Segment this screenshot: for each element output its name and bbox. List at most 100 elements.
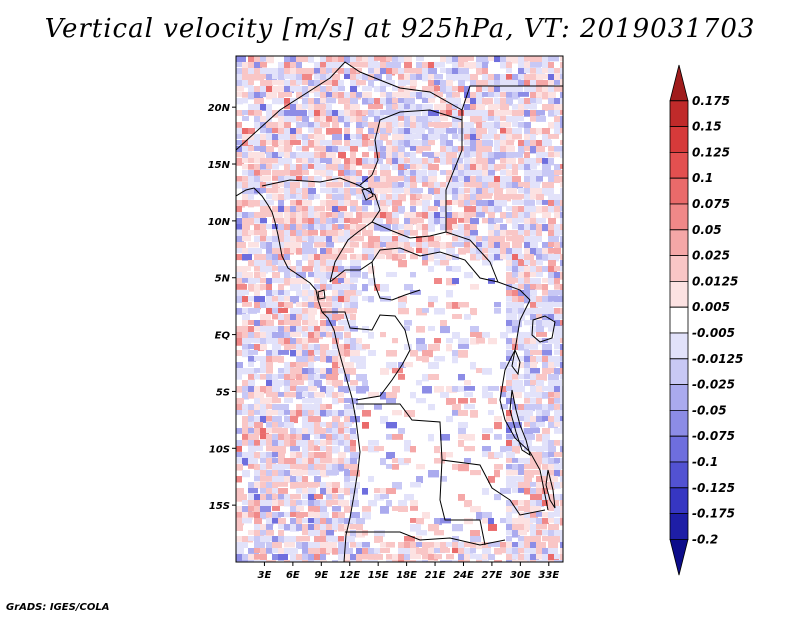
field-cell: [506, 86, 515, 93]
field-cell: [422, 560, 429, 562]
field-cell: [326, 182, 332, 188]
field-cell: [308, 212, 317, 219]
field-cell: [488, 242, 495, 249]
field-cell: [536, 260, 543, 266]
grads-credit: GrADS: IGES/COLA: [6, 602, 110, 613]
field-cell: [404, 188, 413, 196]
field-cell: [302, 236, 313, 241]
field-cell: [320, 188, 331, 194]
field-cell: [242, 512, 253, 520]
field-cell: [338, 488, 348, 493]
lake-victoria: [531, 315, 556, 343]
field-cell: [548, 446, 556, 453]
field-cell: [302, 212, 308, 220]
field-cell: [464, 152, 472, 158]
field-cell: [506, 80, 516, 87]
field-cell: [542, 314, 549, 322]
field-cell: [320, 116, 331, 122]
field-cell: [350, 542, 361, 548]
field-cell: [554, 164, 561, 171]
field-cell: [278, 110, 288, 118]
field-cell: [368, 188, 376, 195]
lon-tick-label: 24E: [453, 570, 474, 581]
field-cell: [482, 206, 492, 214]
field-cell: [278, 428, 288, 436]
field-cell: [260, 86, 269, 93]
field-cell: [524, 296, 533, 304]
field-cell: [560, 122, 563, 128]
field-cell: [320, 386, 328, 394]
field-cell: [332, 236, 343, 243]
field-cell: [338, 272, 346, 278]
field-cell: [242, 230, 251, 238]
field-cell: [512, 272, 520, 278]
field-cell: [506, 422, 512, 429]
field-cell: [428, 206, 438, 212]
field-cell: [332, 308, 338, 315]
field-cell: [530, 242, 538, 250]
field-cell: [344, 110, 352, 117]
field-cell: [518, 404, 526, 411]
field-cell: [428, 188, 439, 195]
field-cell: [272, 314, 279, 320]
field-cell: [308, 452, 317, 459]
field-cell: [548, 152, 555, 158]
field-cell: [560, 500, 563, 508]
field-cell: [470, 236, 478, 244]
field-cell: [254, 110, 262, 116]
field-cell: [530, 182, 540, 190]
field-cell: [506, 146, 515, 152]
field-cell: [518, 362, 525, 369]
colorbar-label: -0.0125: [692, 352, 743, 366]
field-cell: [284, 110, 292, 116]
field-cell: [422, 548, 432, 555]
field-cell: [542, 554, 550, 562]
colorbar-swatch: [669, 409, 689, 437]
field-cell: [266, 224, 273, 230]
field-cell: [290, 482, 300, 489]
field-cell: [482, 560, 489, 562]
colorbar-swatch: [669, 539, 689, 576]
field-cell: [362, 554, 372, 560]
field-cell: [284, 434, 294, 441]
field-cell: [332, 536, 340, 543]
field-cell: [344, 434, 353, 442]
field-cell: [530, 500, 538, 506]
field-cell: [350, 236, 356, 242]
field-cell: [380, 68, 390, 75]
field-cell: [482, 332, 490, 338]
field-cell: [284, 176, 290, 184]
field-cell: [236, 404, 246, 411]
field-cell: [530, 74, 537, 81]
field-cell: [302, 86, 311, 93]
field-cell: [290, 296, 299, 304]
field-cell: [404, 326, 410, 331]
field-cell: [296, 560, 307, 562]
field-cell: [260, 386, 270, 394]
field-cell: [398, 554, 404, 560]
field-cell: [518, 182, 529, 187]
field-cell: [356, 74, 362, 80]
field-cell: [314, 110, 320, 117]
field-cell: [548, 158, 554, 166]
field-cell: [506, 440, 512, 447]
field-cell: [524, 110, 533, 117]
field-cell: [332, 110, 342, 116]
field-cell: [506, 542, 512, 549]
field-cell: [410, 290, 421, 295]
field-cell: [500, 254, 507, 260]
field-cell: [536, 80, 545, 87]
field-cell: [542, 296, 552, 303]
field-cell: [248, 212, 256, 218]
field-cell: [398, 296, 407, 304]
field-cell: [272, 242, 279, 249]
field-cell: [332, 356, 342, 363]
field-cell: [308, 374, 318, 381]
field-cell: [350, 410, 356, 415]
field-cell: [302, 524, 313, 531]
lat-tick-label: 10N: [208, 217, 231, 228]
field-cell: [524, 98, 531, 105]
field-cell: [506, 194, 516, 200]
field-cell: [470, 134, 480, 141]
field-cell: [482, 554, 488, 560]
